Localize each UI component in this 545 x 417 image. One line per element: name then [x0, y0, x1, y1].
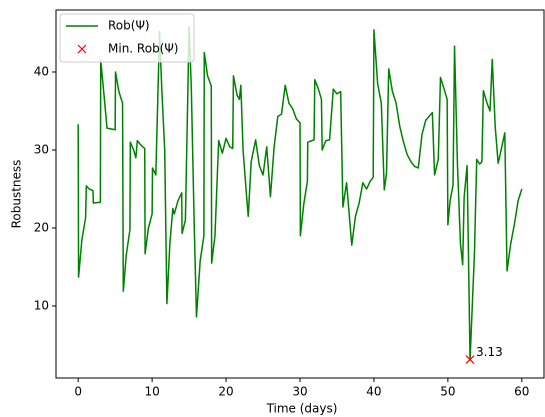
- plot-frame: [55, 9, 545, 379]
- y-tick-label: 40: [34, 65, 49, 79]
- legend-marker: [77, 44, 87, 54]
- x-tick-label: 0: [74, 385, 82, 399]
- x-tick-label: 60: [514, 385, 529, 399]
- y-tick-label: 20: [34, 221, 49, 235]
- data-line: [77, 26, 523, 361]
- y-tick-label: 10: [34, 299, 49, 313]
- min-marker: [465, 355, 475, 365]
- y-axis-label: Robustness: [10, 160, 24, 229]
- x-tick-label: 30: [292, 385, 307, 399]
- y-tick-label: 30: [34, 143, 49, 157]
- x-tick-label: 10: [144, 385, 159, 399]
- legend-label: Rob(Ψ): [108, 19, 150, 33]
- annotation: 3.13: [476, 345, 503, 359]
- x-tick-label: 50: [440, 385, 455, 399]
- x-tick-label: 40: [366, 385, 381, 399]
- legend-label: Min. Rob(Ψ): [108, 42, 179, 56]
- x-tick-label: 20: [218, 385, 233, 399]
- x-axis-label: Time (days): [266, 402, 338, 416]
